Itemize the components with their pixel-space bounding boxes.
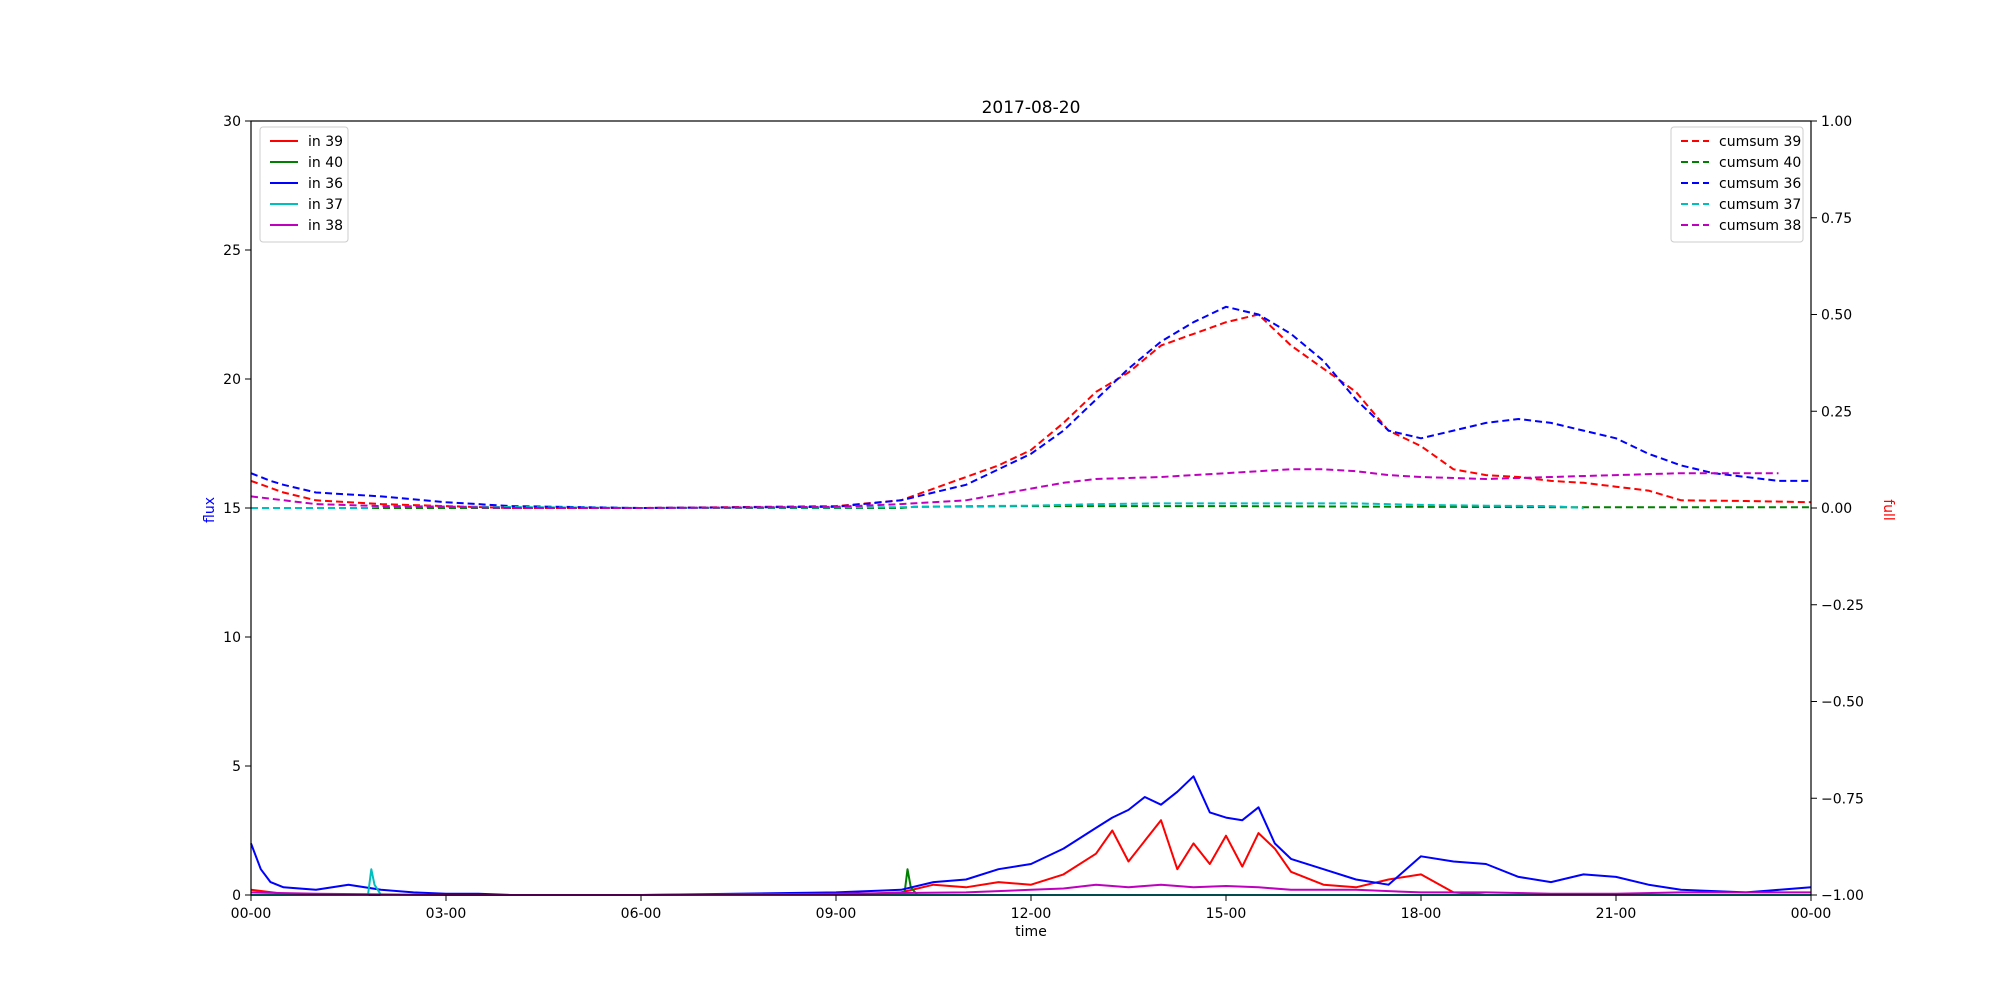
legend-label: cumsum 40: [1719, 155, 1801, 171]
x-tick-label: 00-00: [231, 906, 272, 922]
x-tick-label: 09-00: [816, 906, 857, 922]
y-left-tick-label: 20: [223, 372, 241, 388]
legend-label: in 38: [308, 218, 343, 234]
y-right-tick-label: 0.75: [1821, 211, 1852, 227]
legend-label: cumsum 39: [1719, 134, 1801, 150]
x-axis-label: time: [1015, 924, 1047, 940]
x-tick-label: 15-00: [1206, 906, 1247, 922]
flux-series-line-0: [250, 819, 1811, 896]
y-right-tick-label: 0.25: [1821, 404, 1852, 420]
y-axis-left-label: flux: [202, 497, 218, 523]
y-right-tick-label: −0.25: [1821, 598, 1864, 614]
y-right-tick-label: −1.00: [1821, 888, 1864, 904]
cumsum-series-line-2: [250, 305, 1811, 509]
y-right-tick-label: 0.00: [1821, 501, 1852, 517]
legend-label: cumsum 36: [1719, 176, 1801, 192]
legend-label: in 37: [308, 197, 343, 213]
chart-title: 2017-08-20: [982, 98, 1081, 118]
plot-area: [250, 305, 1812, 896]
y-left-tick-label: 15: [223, 501, 241, 517]
y-right-tick-label: 0.50: [1821, 308, 1852, 324]
flux-series-line-3: [251, 868, 1811, 896]
legend-label: in 40: [308, 155, 343, 171]
cumsum-series-line-4: [250, 468, 1779, 509]
x-tick-label: 00-00: [1791, 906, 1832, 922]
x-tick-label: 12-00: [1011, 906, 1052, 922]
x-tick-label: 06-00: [621, 906, 662, 922]
flux-series-line-2: [250, 775, 1812, 896]
x-tick-label: 03-00: [426, 906, 467, 922]
legend-label: in 36: [308, 176, 343, 192]
x-tick-label: 18-00: [1401, 906, 1442, 922]
legend-label: in 39: [308, 134, 343, 150]
legend-box: [1670, 126, 1804, 243]
flux-series-line-1: [251, 868, 1811, 896]
legend-label: cumsum 38: [1719, 218, 1801, 234]
legend-label: cumsum 37: [1719, 197, 1801, 213]
axes: 00-00 03-00 06-00 09-00 12-00 15-00 18-00 21-00…: [223, 114, 1864, 922]
flux-series-line-4: [250, 883, 1811, 896]
cumsum-series-line-0: [250, 313, 1812, 509]
y-left-tick-label: 5: [232, 759, 241, 775]
y-right-tick-label: −0.75: [1821, 791, 1864, 807]
y-left-tick-label: 25: [223, 243, 241, 259]
legend-left: in 39 in 40 in 36 in 37 in 38: [259, 126, 349, 243]
cumsum-series-line-3: [251, 502, 1584, 509]
y-right-tick-label: −0.50: [1821, 695, 1864, 711]
x-tick-label: 21-00: [1596, 906, 1637, 922]
y-left-tick-label: 30: [223, 114, 241, 130]
legend-box: [259, 126, 349, 243]
legend-right: cumsum 39 cumsum 40 cumsum 36 cumsum 37 cums…: [1670, 126, 1804, 243]
y-right-tick-label: 1.00: [1821, 114, 1852, 130]
y-axis-right-label: full: [1880, 499, 1896, 521]
y-left-tick-label: 0: [232, 888, 241, 904]
y-left-tick-label: 10: [223, 630, 241, 646]
